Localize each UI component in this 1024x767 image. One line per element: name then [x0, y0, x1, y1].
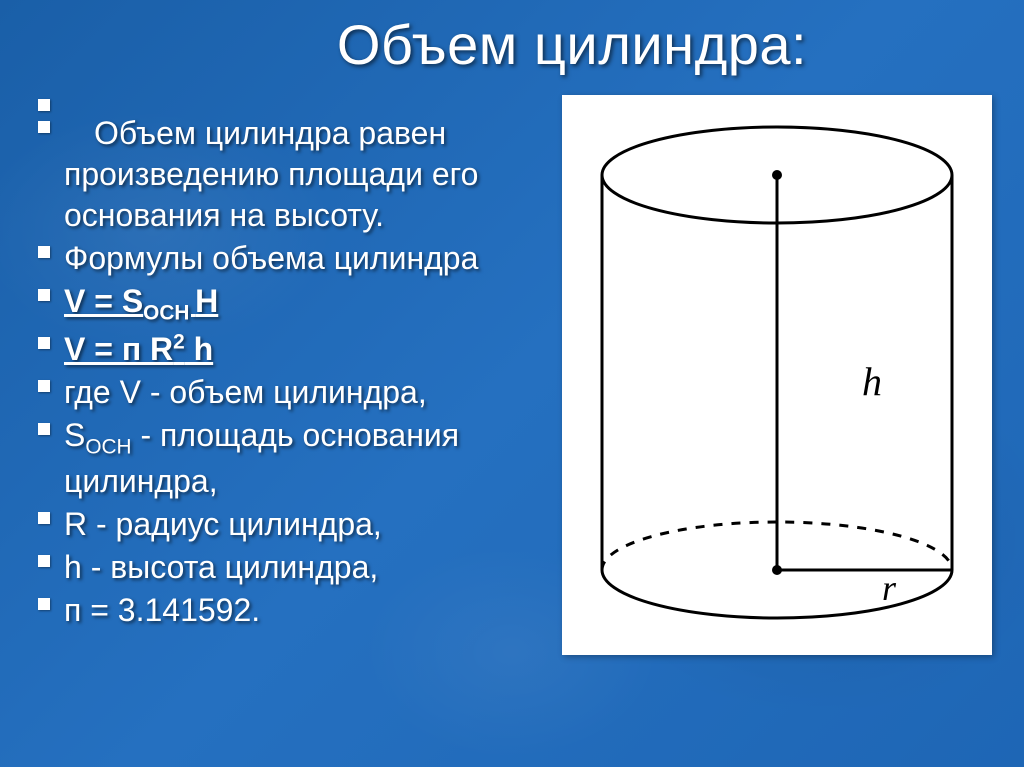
- diagram-column: hr: [558, 85, 996, 655]
- bullet-text: SОСН - площадь основания цилиндра,: [64, 417, 459, 499]
- list-item: п = 3.141592.: [28, 590, 538, 631]
- formula-text: V = п R2 h: [64, 331, 213, 367]
- bullet-text: где V - объем цилиндра,: [64, 374, 427, 410]
- bullet-text: R - радиус цилиндра,: [64, 506, 382, 542]
- slide-title: Объем цилиндра:: [148, 12, 996, 77]
- list-item: h - высота цилиндра,: [28, 547, 538, 588]
- bullet-text: Объем цилиндра равен произведению площад…: [64, 113, 538, 236]
- text-column: Объем цилиндра равен произведению площад…: [28, 85, 538, 655]
- cylinder-svg: hr: [562, 95, 992, 655]
- list-item: R - радиус цилиндра,: [28, 504, 538, 545]
- cylinder-diagram: hr: [562, 95, 992, 655]
- list-item: Формулы объема цилиндра: [28, 238, 538, 279]
- svg-text:h: h: [862, 359, 882, 404]
- list-item: Объем цилиндра равен произведению площад…: [28, 113, 538, 236]
- formula-text: V = SОСН H: [64, 283, 218, 319]
- list-item: где V - объем цилиндра,: [28, 372, 538, 413]
- list-item: V = п R2 h: [28, 329, 538, 370]
- bullet-text: h - высота цилиндра,: [64, 549, 378, 585]
- list-item: V = SОСН H: [28, 281, 538, 327]
- bullet-text: п = 3.141592.: [64, 592, 260, 628]
- bullet-list: Объем цилиндра равен произведению площад…: [28, 91, 538, 631]
- svg-text:r: r: [882, 568, 897, 608]
- content-row: Объем цилиндра равен произведению площад…: [28, 85, 996, 655]
- list-item: [28, 91, 538, 111]
- slide: Объем цилиндра: Объем цилиндра равен про…: [0, 0, 1024, 767]
- bullet-text: Формулы объема цилиндра: [64, 240, 478, 276]
- list-item: SОСН - площадь основания цилиндра,: [28, 415, 538, 502]
